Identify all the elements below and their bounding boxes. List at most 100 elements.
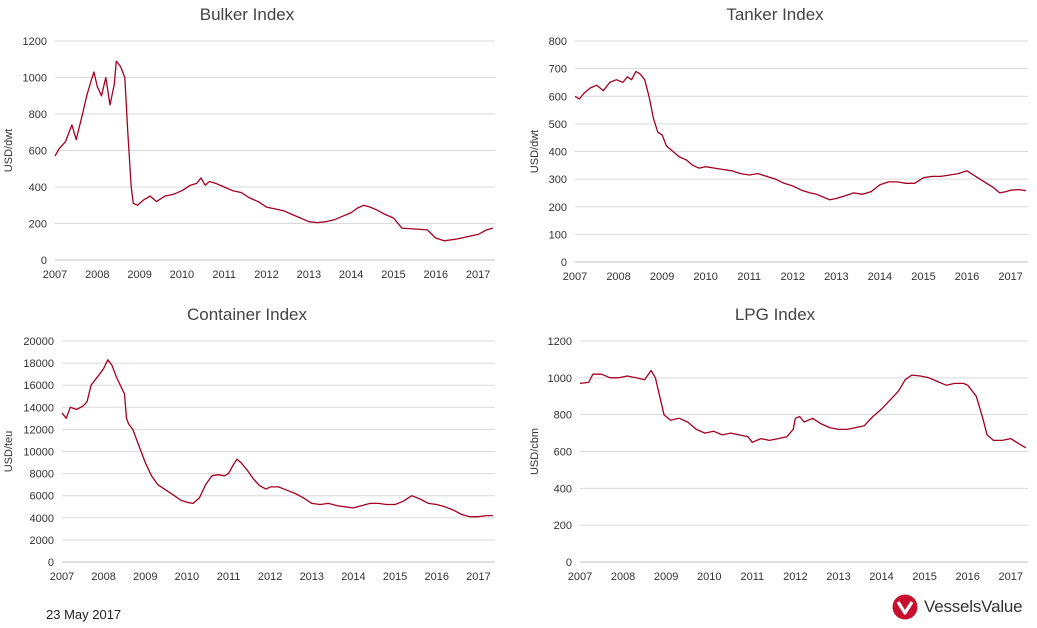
y-tick-label: 600 [549,91,567,103]
x-tick-label: 2013 [297,269,321,281]
y-tick-label: 400 [554,483,572,495]
series-line [574,70,1026,201]
x-tick-label: 2012 [258,571,282,583]
x-tick-label: 2016 [955,271,979,283]
y-tick-label: 8000 [30,469,54,481]
y-tick-label: 700 [549,64,567,76]
x-tick-label: 2013 [300,571,324,583]
x-tick-label: 2015 [911,271,935,283]
y-tick-label: 20000 [23,336,54,348]
x-tick-label: 2009 [654,571,678,583]
tanker-index-svg: Tanker Index 0 100 200 300 400 500 600 700 800 200… [529,5,1028,283]
y-tick-label: 0 [566,557,572,569]
chart-title: Tanker Index [726,5,824,24]
x-tick-label: 2009 [133,571,157,583]
y-axis-label: USD/cbm [529,428,541,475]
lpg-index-chart: LPG Index 0 200 400 600 800 1000 1200 2007 2008 20… [518,300,1037,595]
x-tick-label: 2014 [868,271,892,283]
lpg-index-svg: LPG Index 0 200 400 600 800 1000 1200 2007 2008 20… [529,305,1028,583]
x-tick-label: 2017 [999,571,1023,583]
x-tick-label: 2009 [127,269,151,281]
y-tick-label: 6000 [30,491,54,503]
x-tick-label: 2010 [175,571,199,583]
x-tick-label: 2017 [998,271,1022,283]
x-tick-label: 2007 [50,571,74,583]
vesselsvalue-logo-icon [892,594,918,620]
x-tick-label: 2016 [424,571,448,583]
y-tick-label: 1200 [23,36,47,48]
x-tick-label: 2013 [824,271,848,283]
x-tick-label: 2015 [381,269,405,281]
x-tick-label: 2007 [563,271,587,283]
y-tick-label: 300 [549,174,567,186]
x-tick-label: 2014 [869,571,893,583]
chart-title: Container Index [187,305,308,324]
y-tick-label: 1000 [548,373,572,385]
series-line [54,60,494,242]
x-tick-label: 2008 [611,571,635,583]
x-tick-label: 2012 [781,271,805,283]
y-tick-label: 200 [549,202,567,214]
x-tick-label: 2010 [170,269,194,281]
chart-title: LPG Index [735,305,816,324]
y-tick-label: 14000 [23,402,54,414]
bulker-index-svg: Bulker Index 0 200 400 600 800 1000 1200 2007 200… [3,5,495,281]
x-tick-label: 2017 [466,269,490,281]
y-tick-label: 1200 [548,336,572,348]
x-tick-label: 2012 [254,269,278,281]
x-tick-label: 2011 [740,571,764,583]
y-tick-label: 100 [549,229,567,241]
y-tick-label: 12000 [23,424,54,436]
y-axis-label: USD/dwt [529,130,541,173]
y-tick-label: 0 [561,257,567,269]
x-tick-label: 2007 [568,571,592,583]
report-date: 23 May 2017 [46,607,122,622]
brand-name: VesselsValue [924,597,1023,616]
series-line [61,359,493,518]
y-tick-label: 800 [549,36,567,48]
x-tick-label: 2015 [383,571,407,583]
y-tick-label: 400 [549,147,567,159]
y-tick-label: 200 [29,219,47,231]
y-tick-label: 500 [549,119,567,131]
x-tick-label: 2017 [466,571,490,583]
y-axis-label: USD/dwt [3,129,15,172]
y-tick-label: 400 [29,182,47,194]
x-tick-label: 2007 [43,269,67,281]
container-index-svg: Container Index 0 2000 4000 6000 8000 10000 120… [3,305,495,583]
x-tick-label: 2010 [697,571,721,583]
x-tick-label: 2013 [826,571,850,583]
series-line [579,369,1027,449]
y-axis-label: USD/teu [3,431,15,473]
bulker-index-chart: Bulker Index 0 200 400 600 800 1000 1200 2007 200… [0,0,518,300]
y-tick-label: 600 [554,447,572,459]
tanker-index-chart: Tanker Index 0 100 200 300 400 500 600 700 800 200… [518,0,1037,300]
x-tick-label: 2009 [650,271,674,283]
y-tick-label: 16000 [23,380,54,392]
x-tick-label: 2010 [693,271,717,283]
y-tick-label: 800 [29,109,47,121]
x-tick-label: 2016 [955,571,979,583]
x-tick-label: 2014 [339,269,363,281]
y-tick-label: 0 [48,557,54,569]
vesselsvalue-logo: VesselsValue [892,594,1023,620]
x-tick-label: 2008 [91,571,115,583]
y-tick-label: 1000 [23,73,47,85]
x-tick-label: 2011 [212,269,236,281]
x-tick-label: 2015 [912,571,936,583]
x-tick-label: 2011 [737,271,761,283]
y-tick-label: 18000 [23,358,54,370]
y-tick-label: 0 [41,255,47,267]
y-tick-label: 200 [554,520,572,532]
container-index-chart: Container Index 0 2000 4000 6000 8000 10000 120… [0,300,518,595]
y-tick-label: 600 [29,146,47,158]
x-tick-label: 2008 [606,271,630,283]
y-tick-label: 10000 [23,447,54,459]
y-tick-label: 800 [554,410,572,422]
x-tick-label: 2011 [217,571,241,583]
x-tick-label: 2014 [341,571,365,583]
x-tick-label: 2008 [85,269,109,281]
y-tick-label: 2000 [30,535,54,547]
x-tick-label: 2016 [424,269,448,281]
y-tick-label: 4000 [30,513,54,525]
